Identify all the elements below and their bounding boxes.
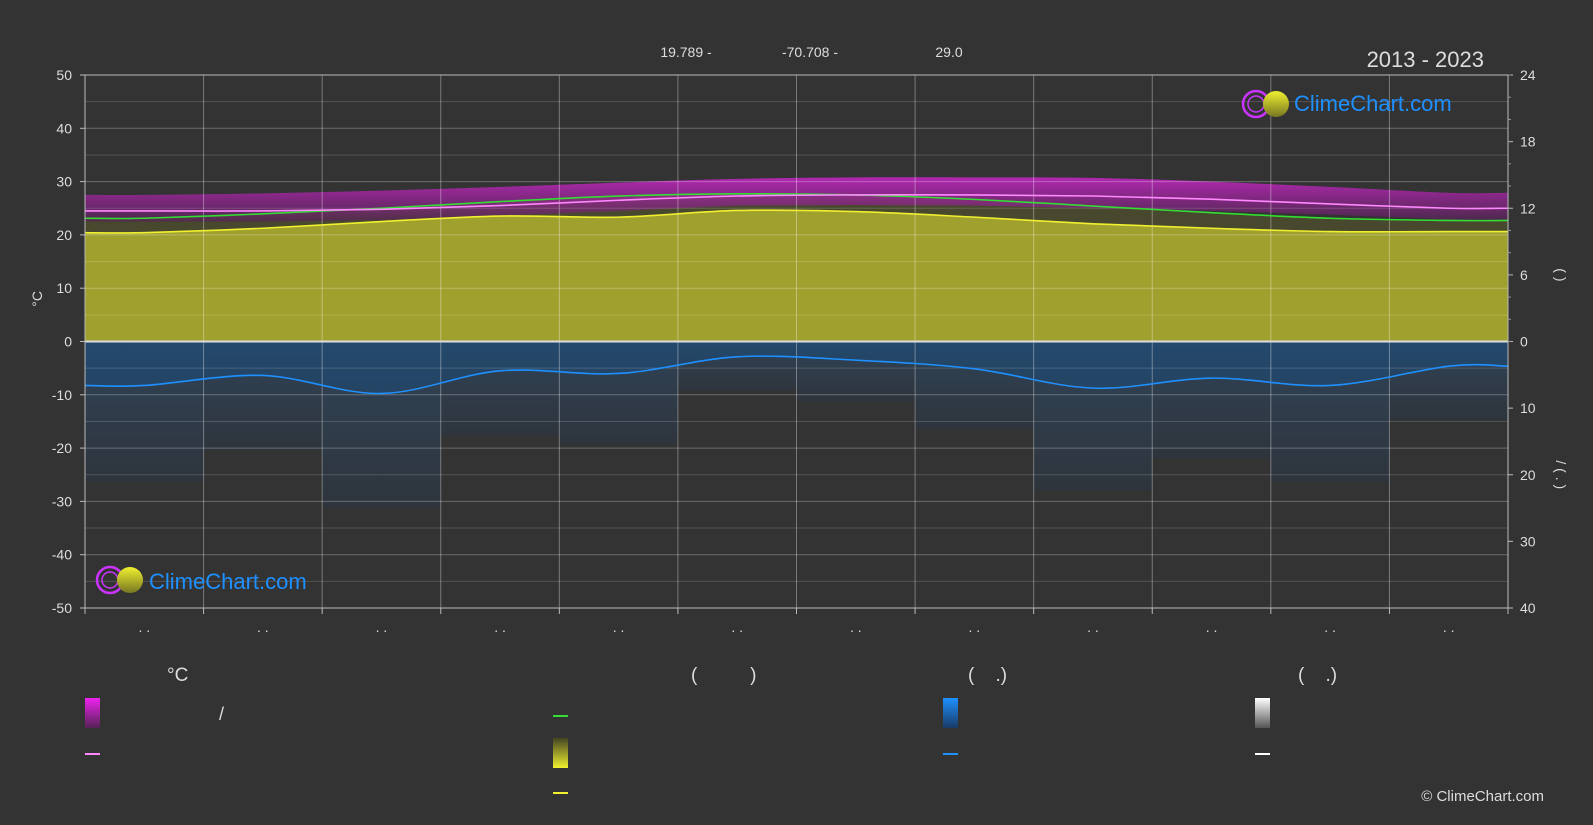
precipitation-bar	[559, 341, 678, 444]
x-tick-label: . .	[376, 619, 388, 635]
x-tick-label: . .	[494, 619, 506, 635]
x-tick-label: . .	[850, 619, 862, 635]
precipitation-bar	[1389, 341, 1508, 421]
left-tick-label: 40	[56, 120, 72, 136]
logo-sun-icon	[1263, 91, 1289, 117]
x-tick-label: . .	[1206, 619, 1218, 635]
logo-bottom: ClimeChart.com	[95, 565, 307, 595]
period-label: 2013 - 2023	[1367, 47, 1484, 72]
left-tick-label: -10	[52, 387, 72, 403]
temperature-mean-line	[84, 193, 1509, 212]
precipitation-bar	[1270, 341, 1390, 483]
x-tick-label: . .	[257, 619, 269, 635]
precipitation-line	[84, 355, 1509, 395]
right-tick-label: 0	[1520, 334, 1528, 350]
legend-temp-heading: °C	[167, 665, 189, 686]
right-tick-label: 18	[1520, 134, 1536, 150]
right-tick-label: 30	[1520, 533, 1536, 549]
x-tick-label: . .	[1443, 619, 1455, 635]
precipitation-bar	[85, 341, 204, 483]
left-tick-label: 10	[56, 280, 72, 296]
right-tick-label: 24	[1520, 67, 1536, 83]
left-tick-label: -40	[52, 547, 72, 563]
copyright: © ClimeChart.com	[1421, 788, 1544, 805]
daylight-line	[84, 192, 1509, 222]
logo-sun-icon	[117, 567, 143, 593]
left-tick-label: -50	[52, 600, 72, 616]
precipitation-bar	[322, 341, 441, 508]
precipitation-bar	[796, 341, 916, 402]
precipitation-bar	[1152, 341, 1271, 459]
longitude-label: -70.708 -	[782, 44, 838, 60]
grid	[85, 74, 1508, 609]
right-tick-label: 10	[1520, 400, 1536, 416]
left-tick-label: -30	[52, 493, 72, 509]
legend-temp-mean-swatch	[85, 753, 100, 755]
precipitation-bar	[677, 341, 797, 391]
x-tick-label: . .	[613, 619, 625, 635]
legend-rain-line-swatch	[943, 753, 958, 755]
x-tick-label: . .	[138, 619, 150, 635]
legend-snow-swatch	[1255, 698, 1270, 728]
legend-sunshine-swatch	[553, 738, 568, 768]
right-tick-label: 40	[1520, 600, 1536, 616]
precipitation-bar	[1033, 341, 1153, 491]
left-axis-title: °C	[29, 291, 45, 307]
precipitation-bar	[440, 341, 560, 436]
left-tick-label: 30	[56, 174, 72, 190]
legend-snow-line-swatch	[1255, 753, 1270, 755]
elevation-label: 29.0	[935, 44, 962, 60]
left-tick-label: 50	[56, 67, 72, 83]
legend-rain-swatch	[943, 698, 958, 728]
logo-text: ClimeChart.com	[149, 569, 307, 594]
sunshine-line	[84, 209, 1508, 234]
temperature-range-band	[85, 177, 1508, 222]
x-tick-label: . .	[731, 619, 743, 635]
left-tick-label: 0	[64, 334, 72, 350]
sunshine-area	[85, 210, 1508, 342]
legend-sun-heading: ( )	[691, 665, 757, 686]
axes: 50 40 30 20 10 0 -10 -20 -30 -40 -50 °C 24 18 12 6 0 10 20…	[29, 67, 1569, 635]
right-axis-title-top: ( )	[1553, 268, 1569, 281]
x-tick-label: . .	[969, 619, 981, 635]
x-tick-label: . .	[1087, 619, 1099, 635]
logo-text: ClimeChart.com	[1294, 91, 1452, 116]
right-axis-title-bottom: / ( . )	[1553, 460, 1569, 489]
legend-daylight-swatch	[553, 715, 568, 717]
legend-sunshine-line-swatch	[553, 792, 568, 794]
legend-rain-heading: ( .)	[968, 665, 1008, 686]
right-tick-label: 20	[1520, 467, 1536, 483]
data-lines	[84, 192, 1509, 395]
right-tick-label: 6	[1520, 267, 1528, 283]
right-tick-label: 12	[1520, 200, 1536, 216]
data-areas	[85, 177, 1508, 508]
logo-top: ClimeChart.com	[1241, 89, 1452, 119]
precipitation-bar	[915, 341, 1034, 429]
x-tick-label: . .	[1324, 619, 1336, 635]
left-tick-label: 20	[56, 227, 72, 243]
latitude-label: 19.789 -	[660, 44, 712, 60]
left-tick-label: -20	[52, 440, 72, 456]
legend-slash: /	[219, 704, 225, 724]
legend-temp-range-swatch	[85, 698, 100, 728]
daylight-area	[85, 193, 1508, 233]
precipitation-bar	[203, 341, 323, 451]
legend-snow-heading: ( .)	[1298, 665, 1338, 686]
